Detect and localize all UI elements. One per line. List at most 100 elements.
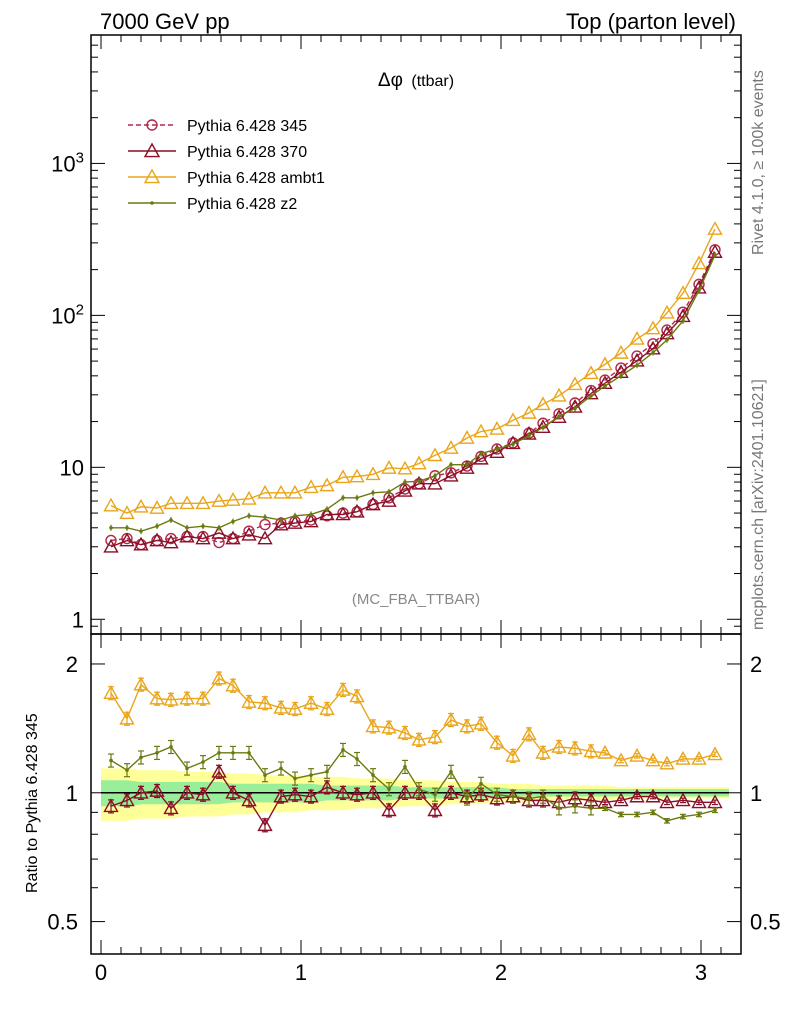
- data-point: [257, 530, 273, 545]
- panel-title-suffix: (ttbar): [411, 73, 454, 90]
- ratio-point: [273, 788, 289, 803]
- mcplots-note: mcplots.cern.ch [arXiv:2401.10621]: [750, 379, 767, 630]
- data-point: [335, 506, 351, 521]
- data-point: [303, 513, 319, 528]
- data-point: [645, 320, 661, 335]
- data-point: [119, 532, 135, 547]
- tick-exponent: 3: [76, 149, 84, 166]
- data-point: [349, 468, 365, 483]
- data-point: [387, 490, 391, 494]
- ratio-point: [411, 784, 427, 799]
- legend-entry: Pythia 6.428 345: [128, 118, 307, 135]
- ratio-point: [349, 688, 365, 703]
- data-point: [583, 365, 599, 380]
- ratio-point: [201, 760, 205, 764]
- ratio-point: [335, 681, 351, 696]
- data-point: [103, 497, 119, 512]
- data-point: [303, 479, 319, 494]
- data-point: [225, 530, 241, 545]
- ratio-point: [103, 798, 119, 813]
- ratio-point: [257, 817, 273, 832]
- ratio-point: [465, 796, 469, 801]
- data-point: [661, 324, 673, 336]
- data-point: [535, 396, 551, 411]
- data-point: [341, 496, 345, 500]
- tick-base: 1: [72, 607, 84, 632]
- ratio-point: [163, 800, 179, 815]
- data-point: [319, 506, 335, 521]
- data-point: [293, 513, 297, 518]
- ratio-point: [697, 812, 701, 817]
- series-pythia-6-428-z2: [109, 251, 717, 535]
- ratio-point: [125, 768, 129, 772]
- data-point: [109, 525, 113, 530]
- legend-entry: Pythia 6.428 ambt1: [128, 168, 325, 187]
- data-point: [349, 503, 365, 518]
- data-point: [573, 406, 577, 411]
- data-point: [149, 500, 165, 514]
- reference-label: (MC_FBA_TTBAR): [352, 591, 480, 608]
- data-point: [179, 528, 195, 543]
- ratio-point: [567, 740, 583, 755]
- ratio-series: [103, 670, 723, 833]
- data-point: [697, 288, 701, 293]
- ratio-point: [427, 729, 443, 743]
- ratio-series-pythia-6-428-z2: [108, 739, 718, 824]
- data-point: [163, 495, 179, 510]
- ratio-point: [103, 685, 119, 699]
- ratio-point: [403, 765, 407, 769]
- ratio-point: [443, 711, 459, 726]
- data-point: [459, 430, 475, 444]
- x-tick-label: 1: [295, 960, 307, 985]
- data-point: [619, 374, 623, 378]
- data-point: [381, 493, 397, 507]
- data-point: [273, 516, 289, 531]
- data-point: [179, 495, 195, 510]
- data-point: [325, 507, 329, 512]
- data-point: [665, 338, 669, 342]
- data-point: [355, 496, 359, 500]
- ratio-point: [397, 724, 413, 739]
- ratio-point: [489, 734, 505, 749]
- ratio-series-pythia-6-428-ambt1: [103, 670, 723, 770]
- data-point: [231, 519, 235, 524]
- legend-label: Pythia 6.428 370: [187, 144, 307, 161]
- data-point: [443, 467, 459, 482]
- data-point: [411, 455, 427, 470]
- header-left: 7000 GeV pp: [100, 9, 230, 34]
- main-y-tick-label: 10: [60, 455, 84, 480]
- ratio-point: [231, 751, 235, 755]
- tick-base: 10: [51, 303, 75, 328]
- ratio-point: [335, 784, 351, 799]
- data-point: [335, 469, 351, 484]
- series-pythia-6-428-ambt1: [103, 221, 723, 519]
- data-point: [675, 285, 691, 300]
- ratio-point: [691, 750, 707, 765]
- ratio-point: [179, 690, 195, 705]
- data-point: [287, 484, 303, 499]
- data-point: [603, 384, 607, 388]
- ratio-point: [341, 748, 345, 752]
- data-point: [279, 518, 283, 522]
- data-point: [217, 525, 221, 530]
- data-point: [427, 447, 443, 462]
- main-y-tick-label: 103: [51, 149, 84, 176]
- main-series: [103, 221, 723, 553]
- data-point: [681, 319, 685, 323]
- ratio-point: [355, 757, 359, 761]
- ratio-point: [613, 752, 629, 767]
- ratio-panel: 0.5 0.5 1 1 2 2 Ratio to Pythia 6.428 345: [24, 633, 781, 955]
- ratio-point: [433, 792, 437, 797]
- data-point: [243, 525, 255, 537]
- ratio-point: [619, 812, 623, 817]
- ratio-point: [211, 670, 227, 685]
- ratio-point: [225, 677, 241, 692]
- data-point: [433, 473, 437, 478]
- ratio-point: [645, 752, 661, 767]
- data-point: [225, 491, 241, 506]
- ratio-point: [279, 766, 283, 771]
- data-point: [473, 423, 489, 438]
- data-point: [465, 462, 469, 467]
- data-point: [613, 344, 629, 359]
